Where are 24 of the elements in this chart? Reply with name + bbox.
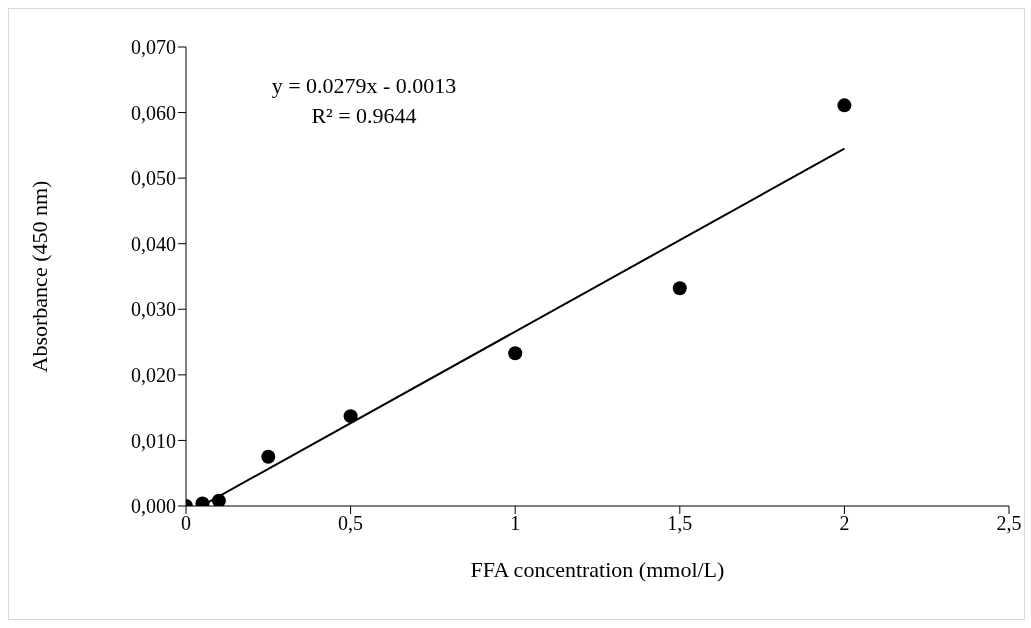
y-tick-label: 0,040 bbox=[131, 232, 176, 255]
y-axis-title: Absorbance (450 nm) bbox=[26, 180, 52, 373]
y-tick-label: 0,020 bbox=[131, 363, 176, 386]
point bbox=[672, 281, 687, 296]
point bbox=[508, 346, 523, 361]
x-axis-title: FFA concentration (mmol/L) bbox=[470, 557, 725, 582]
x-tick-label: 2 bbox=[839, 512, 850, 535]
point bbox=[261, 449, 276, 464]
point bbox=[343, 409, 358, 424]
y-tick-label: 0,060 bbox=[131, 101, 176, 124]
x-tick-label: 1 bbox=[510, 512, 521, 535]
x-tick-label: 2,5 bbox=[996, 512, 1022, 535]
y-tick-label: 0,070 bbox=[131, 36, 176, 59]
annotation: R² = 0.9644 bbox=[310, 102, 418, 130]
y-tick-label: 0,050 bbox=[131, 167, 176, 190]
point bbox=[837, 98, 852, 113]
y-tick-label: 0,000 bbox=[131, 495, 176, 518]
x-tick-label: 1,5 bbox=[667, 512, 693, 535]
y-tick-label: 0,010 bbox=[131, 429, 176, 452]
x-tick-label: 0,5 bbox=[338, 512, 364, 535]
x-tick-label: 0 bbox=[181, 512, 191, 535]
y-tick-label: 0,030 bbox=[131, 298, 176, 321]
annotation: y = 0.0279x - 0.0013 bbox=[270, 72, 458, 100]
point bbox=[211, 493, 226, 506]
